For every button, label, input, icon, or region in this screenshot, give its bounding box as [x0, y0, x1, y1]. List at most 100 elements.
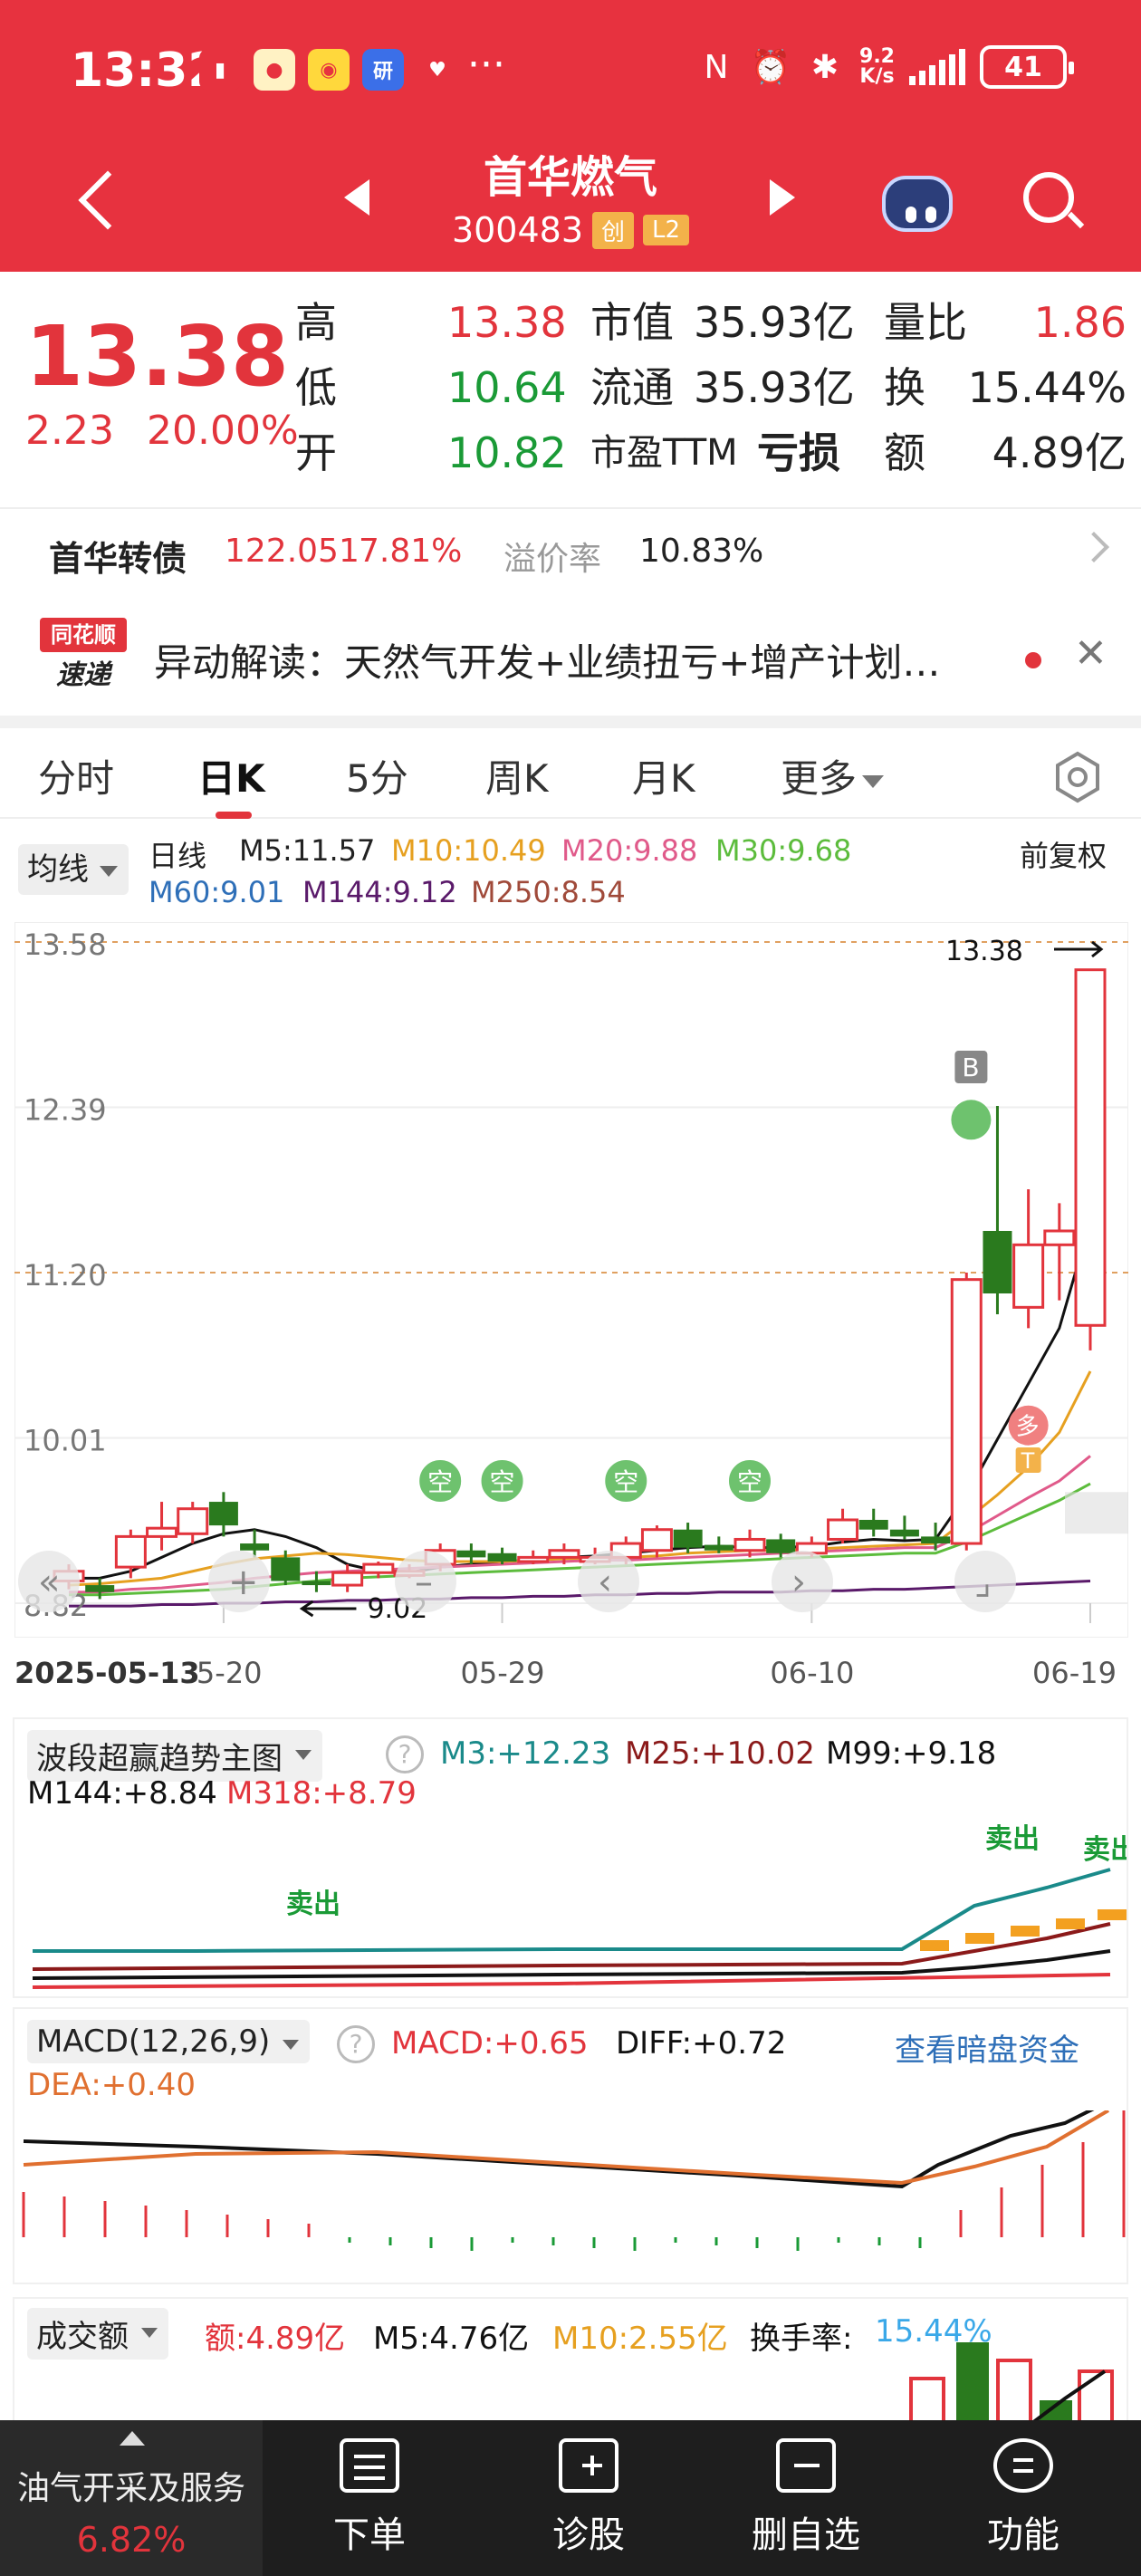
volume-ratio-label: 量比	[884, 298, 967, 347]
tab-more-label: 更多	[781, 756, 858, 801]
candle-body	[146, 1526, 178, 1538]
robot-head	[882, 176, 953, 232]
wave-title: 波段超赢趋势主图	[36, 1741, 283, 1777]
ai-assistant-icon[interactable]	[878, 163, 956, 235]
zoom-out-icon-bg	[18, 1551, 80, 1612]
low-arrow-head	[299, 1600, 314, 1618]
premium-label: 溢价率	[503, 541, 602, 578]
candle-body	[889, 1529, 919, 1537]
stock-code: 300483	[451, 210, 583, 250]
short-signal-label: 空	[613, 1467, 638, 1497]
buy-signal-marker[interactable]	[954, 1051, 988, 1084]
candle-body	[827, 1518, 859, 1541]
tab-weekly-k[interactable]: 周K	[485, 756, 549, 801]
ths-express-logo: 同花顺 速递	[40, 618, 127, 694]
diagnose-button[interactable]: 诊股	[498, 2438, 679, 2565]
search-ring	[1023, 172, 1074, 223]
candle-body	[240, 1543, 270, 1551]
short-signal-marker[interactable]	[479, 1458, 525, 1504]
research-app-icon: 研	[362, 49, 404, 91]
volume-ratio-value: 1.86	[1033, 298, 1127, 347]
sell-signal-label: 卖出	[1083, 1834, 1127, 1866]
wave-bar	[1098, 1909, 1127, 1920]
next-stock-button[interactable]	[770, 179, 795, 216]
dark-pool-link[interactable]: 查看暗盘资金	[895, 2033, 1079, 2069]
candle-body	[734, 1537, 766, 1552]
turnover-chart	[909, 2342, 1114, 2422]
chevron-left-icon-bg	[578, 1551, 639, 1612]
sector-button[interactable]: 油气开采及服务 6.82%	[0, 2420, 263, 2576]
candle-body	[766, 1539, 796, 1553]
wave-m144: M144:+8.84	[27, 1775, 217, 1812]
minus-box-icon	[776, 2438, 836, 2493]
adjust-label[interactable]: 前复权	[1020, 839, 1107, 873]
turnover-ma-line	[1031, 2369, 1107, 2422]
chevron-left-icon[interactable]: ‹	[578, 1551, 639, 1612]
high-arrow-head	[1091, 940, 1104, 958]
buy-signal-label: B	[962, 1053, 979, 1082]
level2-tag[interactable]: L2	[643, 215, 690, 245]
wave-line	[33, 1868, 1111, 1953]
candle-body	[208, 1502, 238, 1526]
bond-price: 122.051	[225, 533, 360, 570]
candle-body	[858, 1519, 888, 1530]
section-divider	[0, 716, 1141, 728]
turnover-bar	[956, 2342, 989, 2422]
zoom-in-icon[interactable]: +	[208, 1551, 270, 1612]
amount-indicator: 额:4.89亿	[205, 2321, 346, 2357]
tab-more[interactable]: 更多	[781, 748, 885, 803]
wave-bar	[1011, 1926, 1040, 1937]
indicator-select[interactable]: 均线	[18, 844, 129, 895]
net-speed-unit: K/s	[859, 65, 895, 88]
tab-monthly-k[interactable]: 月K	[632, 756, 695, 801]
fullscreen-icon[interactable]: ⌟	[954, 1551, 1016, 1612]
wave-bar	[920, 1940, 949, 1951]
wave-trend-panel[interactable]: 波段超赢趋势主图 ? M3:+12.23 M25:+10.02 M99:+9.1…	[13, 1717, 1128, 1998]
amount-m10: M10:2.55亿	[552, 2321, 728, 2357]
prev-stock-button[interactable]	[344, 179, 369, 216]
help-icon[interactable]: ?	[337, 2025, 375, 2063]
order-button[interactable]: 下单	[279, 2438, 460, 2565]
premium-value: 10.83%	[639, 533, 764, 570]
minus-icon[interactable]: –	[395, 1551, 456, 1612]
zoom-out-icon[interactable]: «	[18, 1551, 80, 1612]
settings-icon[interactable]	[1050, 750, 1105, 804]
close-icon[interactable]: ✕	[1074, 630, 1107, 677]
macd-panel[interactable]: MACD(12,26,9) ? MACD:+0.65 DIFF:+0.72 查看…	[13, 2007, 1128, 2284]
tab-intraday[interactable]: 分时	[38, 756, 115, 801]
news-banner[interactable]: 同花顺 速递 异动解读：天然气开发+业绩扭亏+增产计划… ✕	[0, 598, 1141, 716]
wave-indicator-select[interactable]: 波段超赢趋势主图	[27, 1730, 322, 1782]
search-icon[interactable]	[1021, 170, 1085, 234]
tab-5min[interactable]: 5分	[346, 756, 408, 801]
short-signal-marker[interactable]	[603, 1458, 649, 1504]
minus-icon-bg	[395, 1551, 456, 1612]
t-signal-marker[interactable]	[1015, 1447, 1041, 1474]
wave-line	[32, 1949, 1111, 1980]
turnover-panel[interactable]: 成交额 额:4.89亿 M5:4.76亿 M10:2.55亿 换手率: 15.4…	[13, 2297, 1128, 2424]
turnover-bar	[909, 2377, 945, 2422]
pinduoduo-icon: ♥	[417, 49, 458, 91]
help-icon[interactable]: ?	[386, 1735, 424, 1773]
price-change: 2.23 20.00%	[25, 408, 331, 454]
amount-label: 额	[884, 428, 925, 477]
short-signal-marker[interactable]	[417, 1458, 464, 1504]
long-signal-marker[interactable]	[1008, 1405, 1049, 1446]
functions-button[interactable]: 功能	[933, 2438, 1114, 2565]
app-header: 13:32 ▮ ● ◉ 研 ♥ ··· N ⏰ ✱ 9.2 K/s 41 首华燃…	[0, 0, 1141, 272]
zoom-in-icon-bg	[208, 1551, 270, 1612]
turnover-indicator-select[interactable]: 成交额	[27, 2308, 168, 2360]
menu-circle-icon	[993, 2438, 1053, 2493]
diff-value: DIFF:+0.72	[616, 2025, 787, 2062]
remove-watchlist-button[interactable]: 删自选	[715, 2438, 896, 2565]
candle-body	[302, 1581, 331, 1586]
chart-overlays: 13.389.02空空空空B多T« + – ‹ › ⌟	[18, 936, 1128, 1625]
short-signal-marker[interactable]	[951, 1100, 992, 1140]
chevron-right-icon[interactable]: ›	[772, 1551, 833, 1612]
short-signal-marker[interactable]	[727, 1458, 772, 1504]
tab-daily-k[interactable]: 日K	[197, 756, 265, 801]
macd-indicator-select[interactable]: MACD(12,26,9)	[27, 2020, 311, 2063]
stock-nav: 首华燃气 300483 创 L2	[0, 136, 1141, 272]
sell-signal-label: 卖出	[985, 1823, 1040, 1855]
convertible-bond-row[interactable]: 首华转债 122.051 7.81% 溢价率 10.83%	[0, 507, 1141, 589]
